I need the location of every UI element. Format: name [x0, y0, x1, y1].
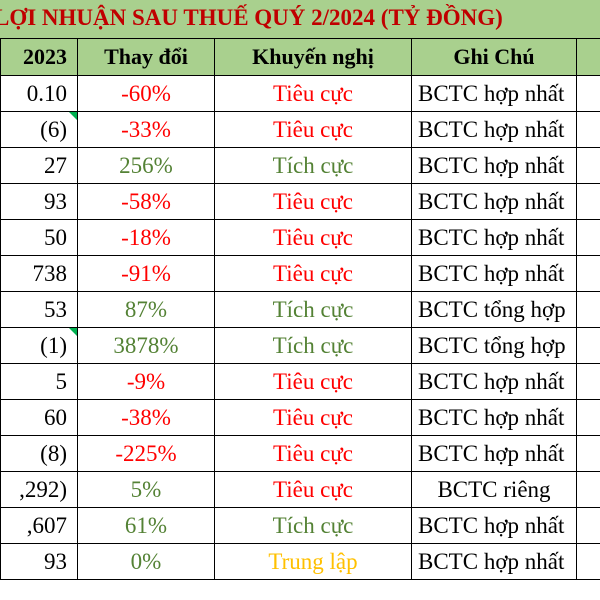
cell-recommendation[interactable]: Tiêu cực: [214, 255, 412, 292]
cell-recommendation[interactable]: Tiêu cực: [214, 363, 412, 400]
cell-recommendation[interactable]: Tiêu cực: [214, 435, 412, 472]
table-row: 50 -18% Tiêu cực BCTC hợp nhất: [0, 219, 600, 256]
cell-empty[interactable]: [576, 399, 600, 436]
cell-note[interactable]: BCTC hợp nhất: [411, 507, 577, 544]
cell-note[interactable]: BCTC tổng hợp: [411, 291, 577, 328]
profit-table: 2023 Thay đổi Khuyến nghị Ghi Chú 0.10 -6…: [0, 38, 600, 580]
cell-recommendation[interactable]: Tiêu cực: [214, 219, 412, 256]
cell-change[interactable]: -91%: [77, 255, 215, 292]
cell-empty[interactable]: [576, 147, 600, 184]
table-row: (8) -225% Tiêu cực BCTC hợp nhất: [0, 435, 600, 472]
cell-change[interactable]: 256%: [77, 147, 215, 184]
cell-value-text: (1): [40, 332, 67, 358]
cell-empty[interactable]: [576, 183, 600, 220]
header-recommendation[interactable]: Khuyến nghị: [214, 38, 412, 76]
cell-value-2023[interactable]: 50: [0, 219, 78, 256]
table-row: 93 -58% Tiêu cực BCTC hợp nhất: [0, 183, 600, 220]
cell-empty[interactable]: [576, 255, 600, 292]
table-row: 5 -9% Tiêu cực BCTC hợp nhất: [0, 363, 600, 400]
header-empty[interactable]: [576, 38, 600, 76]
cell-change[interactable]: 61%: [77, 507, 215, 544]
table-row: 60 -38% Tiêu cực BCTC hợp nhất: [0, 399, 600, 436]
table-row: (6) -33% Tiêu cực BCTC hợp nhất: [0, 111, 600, 148]
cell-note[interactable]: BCTC tổng hợp: [411, 327, 577, 364]
cell-empty[interactable]: [576, 507, 600, 544]
cell-recommendation[interactable]: Tiêu cực: [214, 183, 412, 220]
cell-note[interactable]: BCTC hợp nhất: [411, 219, 577, 256]
cell-change[interactable]: -9%: [77, 363, 215, 400]
table-row: 738 -91% Tiêu cực BCTC hợp nhất: [0, 255, 600, 292]
cell-recommendation[interactable]: Tích cực: [214, 507, 412, 544]
cell-recommendation[interactable]: Tiêu cực: [214, 399, 412, 436]
sheet-title: LỢI NHUẬN SAU THUẾ QUÝ 2/2024 (TỶ ĐỒNG): [0, 0, 600, 38]
cell-value-2023[interactable]: 738: [0, 255, 78, 292]
cell-change[interactable]: -38%: [77, 399, 215, 436]
cell-note[interactable]: BCTC hợp nhất: [411, 183, 577, 220]
cell-note[interactable]: BCTC hợp nhất: [411, 435, 577, 472]
cell-note[interactable]: BCTC hợp nhất: [411, 543, 577, 580]
cell-change[interactable]: 5%: [77, 471, 215, 508]
cell-empty[interactable]: [576, 543, 600, 580]
cell-note[interactable]: BCTC hợp nhất: [411, 111, 577, 148]
cell-empty[interactable]: [576, 111, 600, 148]
header-row: 2023 Thay đổi Khuyến nghị Ghi Chú: [0, 38, 600, 76]
cell-recommendation[interactable]: Tiêu cực: [214, 75, 412, 112]
cell-empty[interactable]: [576, 291, 600, 328]
table-row: 27 256% Tích cực BCTC hợp nhất: [0, 147, 600, 184]
sheet-title-text: LỢI NHUẬN SAU THUẾ QUÝ 2/2024 (TỶ ĐỒNG): [0, 5, 503, 30]
cell-value-text: (6): [40, 116, 67, 142]
cell-empty[interactable]: [576, 471, 600, 508]
cell-note[interactable]: BCTC hợp nhất: [411, 399, 577, 436]
cell-note[interactable]: BCTC riêng: [411, 471, 577, 508]
cell-change[interactable]: 87%: [77, 291, 215, 328]
cell-change[interactable]: -225%: [77, 435, 215, 472]
cell-change[interactable]: -33%: [77, 111, 215, 148]
cell-value-2023[interactable]: (1): [0, 327, 78, 364]
cell-change[interactable]: 0%: [77, 543, 215, 580]
cell-recommendation[interactable]: Tiêu cực: [214, 111, 412, 148]
cell-note[interactable]: BCTC hợp nhất: [411, 147, 577, 184]
table-row: ,292) 5% Tiêu cực BCTC riêng: [0, 471, 600, 508]
cell-empty[interactable]: [576, 363, 600, 400]
cell-recommendation[interactable]: Tích cực: [214, 327, 412, 364]
table-body: 0.10 -60% Tiêu cực BCTC hợp nhất (6) -33% Tiêu…: [0, 75, 600, 580]
cell-recommendation[interactable]: Tích cực: [214, 147, 412, 184]
cell-value-2023[interactable]: ,607: [0, 507, 78, 544]
cell-recommendation[interactable]: Tích cực: [214, 291, 412, 328]
header-note[interactable]: Ghi Chú: [411, 38, 577, 76]
table-row: (1) 3878% Tích cực BCTC tổng hợp: [0, 327, 600, 364]
cell-recommendation[interactable]: Trung lập: [214, 543, 412, 580]
cell-value-2023[interactable]: (6): [0, 111, 78, 148]
cell-value-2023[interactable]: 60: [0, 399, 78, 436]
table-row: 0.10 -60% Tiêu cực BCTC hợp nhất: [0, 75, 600, 112]
header-change[interactable]: Thay đổi: [77, 38, 215, 76]
cell-value-2023[interactable]: 27: [0, 147, 78, 184]
header-year[interactable]: 2023: [0, 38, 78, 76]
cell-value-2023[interactable]: 5: [0, 363, 78, 400]
cell-value-2023[interactable]: ,292): [0, 471, 78, 508]
cell-change[interactable]: -60%: [77, 75, 215, 112]
cell-value-2023[interactable]: 0.10: [0, 75, 78, 112]
cell-empty[interactable]: [576, 327, 600, 364]
cell-empty[interactable]: [576, 435, 600, 472]
cell-change[interactable]: -58%: [77, 183, 215, 220]
cell-value-2023[interactable]: (8): [0, 435, 78, 472]
cell-change[interactable]: -18%: [77, 219, 215, 256]
cell-note[interactable]: BCTC hợp nhất: [411, 363, 577, 400]
cell-note[interactable]: BCTC hợp nhất: [411, 75, 577, 112]
cell-empty[interactable]: [576, 75, 600, 112]
table-row: 53 87% Tích cực BCTC tổng hợp: [0, 291, 600, 328]
comment-indicator-icon: [69, 112, 77, 120]
cell-change[interactable]: 3878%: [77, 327, 215, 364]
cell-value-2023[interactable]: 93: [0, 183, 78, 220]
table-row: ,607 61% Tích cực BCTC hợp nhất: [0, 507, 600, 544]
cell-recommendation[interactable]: Tiêu cực: [214, 471, 412, 508]
table-row: 93 0% Trung lập BCTC hợp nhất: [0, 543, 600, 580]
cell-value-2023[interactable]: 53: [0, 291, 78, 328]
cell-value-2023[interactable]: 93: [0, 543, 78, 580]
cell-empty[interactable]: [576, 219, 600, 256]
cell-note[interactable]: BCTC hợp nhất: [411, 255, 577, 292]
comment-indicator-icon: [69, 328, 77, 336]
